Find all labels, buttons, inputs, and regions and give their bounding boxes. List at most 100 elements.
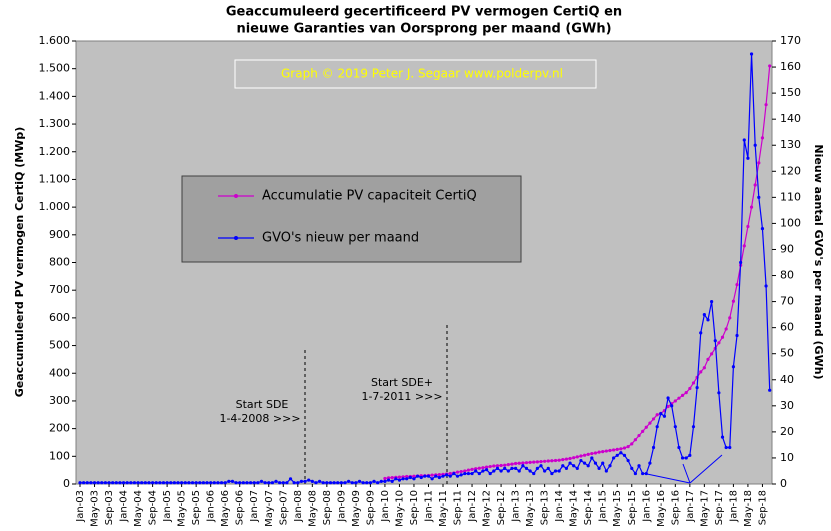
y2-tick-label: 10 [780,451,794,464]
data-point [154,481,158,485]
x-tick-label: Jan-12 [467,490,478,523]
y-tick-label: 700 [49,283,70,296]
data-point [673,399,677,403]
data-point [361,481,365,485]
data-point [412,474,416,478]
data-point [746,156,750,160]
x-tick-label: Sep-18 [757,490,768,525]
y2-tick-label: 0 [780,477,787,490]
data-point [717,341,721,345]
data-point [401,477,405,481]
x-tick-label: Sep-08 [322,490,333,525]
data-point [706,357,710,362]
data-point [553,458,558,463]
data-point [626,458,630,463]
data-point [710,352,714,356]
data-point [579,458,583,463]
data-point [230,479,235,483]
data-point [249,481,253,485]
x-tick-label: May-14 [569,490,580,527]
data-point [285,481,289,485]
annotation: Start SDE [236,398,289,411]
data-point [590,456,594,460]
data-point [760,136,765,140]
data-point [575,466,579,470]
data-point [365,481,369,485]
data-point [702,313,706,317]
data-point [593,451,598,455]
y-axis-label: Geaccumuleerd PV vermogen CertiQ (MWp) [13,127,26,398]
data-point [495,464,500,468]
watermark-box [234,59,597,89]
data-point [684,391,688,395]
x-tick-label: Jan-16 [641,490,652,523]
data-point [470,467,474,471]
data-point [521,461,525,465]
data-point [448,471,452,476]
data-point [713,339,717,343]
y-tick-label: 300 [49,394,70,407]
x-tick-label: Sep-15 [627,490,638,525]
data-point [441,474,445,478]
x-tick-label: Jan-15 [598,490,609,523]
x-tick-label: Jan-09 [336,490,347,523]
data-point [129,481,133,485]
data-point [379,479,383,483]
data-point [590,451,594,456]
y2-tick-label: 40 [780,373,794,386]
data-point [593,461,598,465]
data-point [724,327,728,331]
data-point [575,455,579,459]
data-point [582,453,587,457]
x-tick-label: May-05 [177,490,188,527]
x-tick-label: May-09 [351,490,362,527]
data-point [673,425,677,429]
data-point [568,456,572,461]
data-point [470,471,474,476]
data-point [506,463,510,467]
x-tick-label: May-18 [743,490,754,527]
data-point [572,456,576,460]
data-point [510,462,514,466]
data-point [760,227,765,231]
x-tick-label: Jan-11 [423,490,434,523]
data-point [274,479,278,483]
legend-marker [234,194,238,198]
data-point [205,481,209,485]
data-point [499,469,503,473]
data-point [488,471,492,476]
data-point [706,318,710,322]
data-point [405,477,409,481]
data-point [111,481,115,485]
data-point [459,469,463,474]
chart-subtitle: nieuwe Garanties van Oorsprong per maand… [236,22,611,37]
data-point [633,471,637,476]
data-point [648,421,652,425]
annotation: Start SDE+ [371,376,433,389]
annotation: 1-4-2008 >>> [219,412,300,425]
data-point [702,366,706,370]
data-point [82,481,86,485]
data-point [524,461,529,465]
x-tick-label: Jan-13 [511,490,522,523]
data-point [426,474,431,478]
data-point [688,453,692,457]
x-tick-label: May-04 [133,490,144,527]
data-point [655,413,659,417]
data-point [753,143,757,147]
data-point [492,469,496,473]
data-point [579,454,583,458]
data-point [742,138,746,142]
data-point [263,481,267,485]
data-point [651,417,656,421]
data-point [608,464,612,468]
data-point [477,471,481,476]
x-tick-label: Sep-05 [191,490,202,525]
data-point [553,469,558,473]
data-point [546,466,550,470]
data-point [198,481,202,485]
x-tick-label: May-06 [220,490,231,527]
data-point [143,481,147,485]
data-point [296,481,300,485]
data-point [680,456,685,460]
